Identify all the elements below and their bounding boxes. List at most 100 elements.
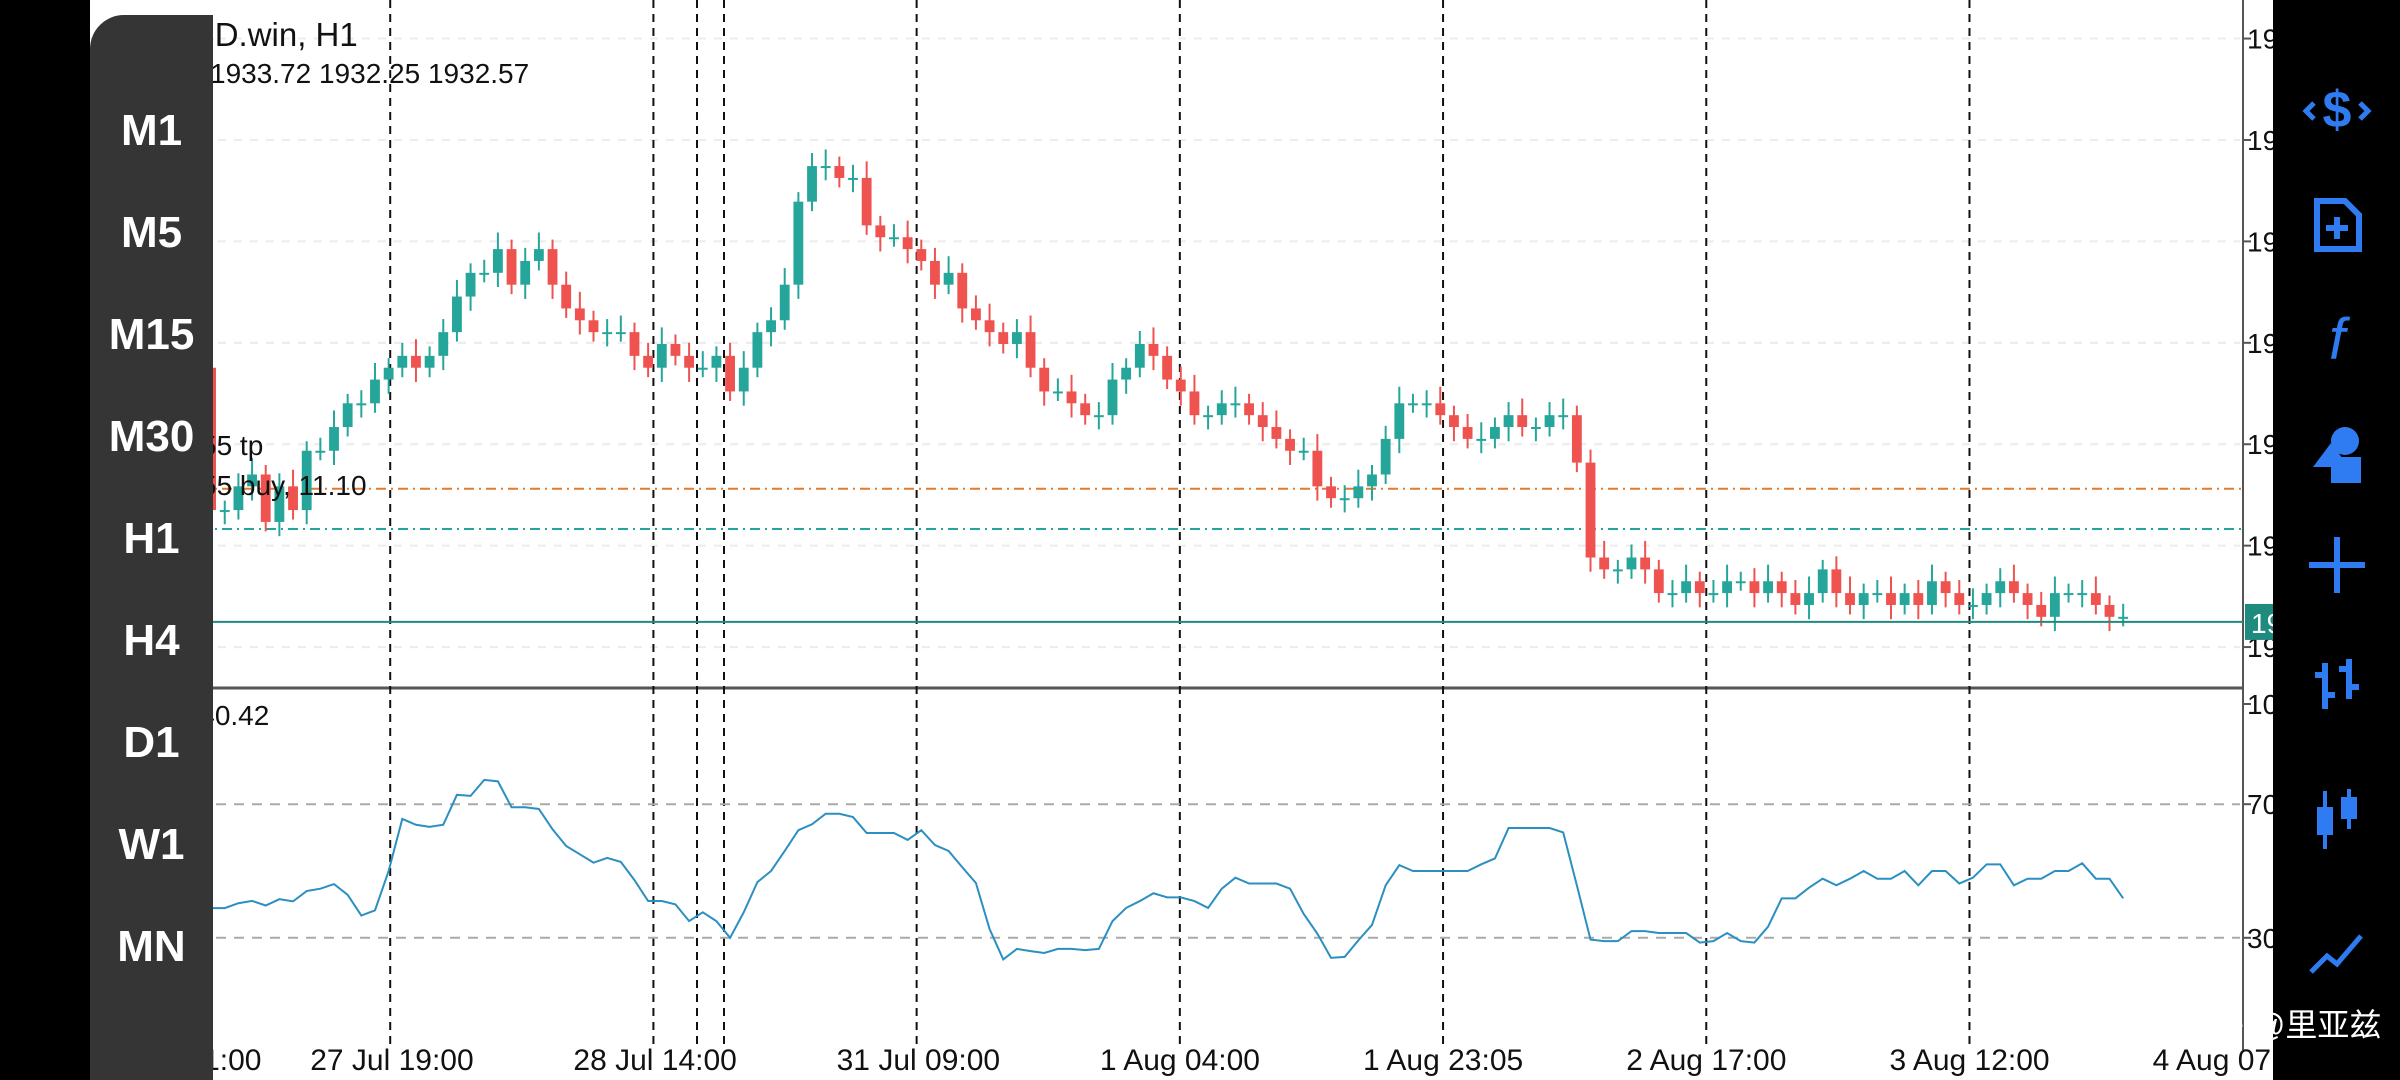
time-axis-label: 1 Aug 04:00 <box>1100 1044 1260 1077</box>
bar-chart-icon[interactable] <box>2273 640 2400 730</box>
time-axis-label: 1 Aug 23:05 <box>1363 1044 1523 1077</box>
candle-body <box>2090 593 2101 605</box>
candle-body <box>1435 403 1446 416</box>
candle-body <box>834 166 845 178</box>
candle-body <box>711 355 722 368</box>
objects-shapes-icon[interactable] <box>2273 410 2400 500</box>
candle-body <box>916 249 927 261</box>
candle-body <box>1353 486 1364 499</box>
candle-body <box>738 367 749 392</box>
rsi-line <box>115 778 2124 973</box>
candle-body <box>452 296 462 333</box>
candle-body <box>1776 581 1787 594</box>
candle-body <box>1312 450 1323 487</box>
candle-body <box>1981 593 1992 605</box>
candle-body <box>1203 415 1214 418</box>
candle-body <box>1134 344 1145 368</box>
candle-body <box>615 332 626 335</box>
candle-body <box>479 272 490 275</box>
candle-body <box>561 284 572 309</box>
chart-area[interactable] <box>90 0 2273 1080</box>
candle-body <box>533 249 544 261</box>
new-order-icon[interactable] <box>2273 180 2400 270</box>
candle-body <box>984 320 995 333</box>
candle-body <box>219 510 230 513</box>
candle-body <box>342 403 353 428</box>
line-chart-icon[interactable] <box>2273 905 2400 995</box>
candle-body <box>1093 415 1104 418</box>
dollar-icon[interactable]: $ <box>2273 65 2400 155</box>
candle-body <box>465 272 476 297</box>
candle-body <box>1189 391 1200 416</box>
time-axis-label: 28 Jul 14:00 <box>573 1044 736 1077</box>
candle-body <box>943 272 954 285</box>
candle-body <box>1066 391 1077 404</box>
candle-body <box>260 474 271 522</box>
candle-body <box>397 355 408 368</box>
candle-body <box>752 332 763 368</box>
candle-body <box>2008 581 2019 594</box>
candle-body <box>848 177 858 180</box>
candle-body <box>1503 415 1514 428</box>
candle-body <box>1667 593 1678 596</box>
candle-body <box>670 344 681 356</box>
candle-body <box>1298 450 1309 453</box>
candle-body <box>588 320 599 333</box>
candle-body <box>1489 427 1500 439</box>
candle-body <box>411 355 421 368</box>
candle-body <box>957 272 968 309</box>
candle-body <box>1626 557 1637 570</box>
candle-body <box>1872 593 1883 596</box>
candle-body <box>1039 367 1050 392</box>
candle-body <box>1052 391 1063 394</box>
candle-body <box>356 403 367 406</box>
timeframe-m15[interactable]: M15 <box>108 310 195 359</box>
candlestick-icon[interactable] <box>2273 775 2400 865</box>
timeframe-w1[interactable]: W1 <box>118 820 185 869</box>
candle-body <box>1899 593 1910 605</box>
candle-body <box>2022 593 2033 605</box>
candle-body <box>1011 332 1022 344</box>
tool-bar: $ f <box>2273 0 2400 1080</box>
candle-body <box>1025 332 1036 368</box>
time-axis-label: 31 Jul 09:00 <box>837 1044 1000 1077</box>
candle-body <box>1954 593 1965 605</box>
candle-body <box>1968 604 1978 607</box>
candle-body <box>2036 604 2047 617</box>
candle-body <box>643 355 654 368</box>
candle-body <box>383 367 394 380</box>
candle-body <box>1995 581 2006 594</box>
timeframe-h1[interactable]: H1 <box>123 514 180 563</box>
candle-body <box>1708 593 1719 596</box>
timeframe-d1[interactable]: D1 <box>123 718 180 767</box>
watermark: 知乎 @里亚兹 <box>2180 1007 2382 1043</box>
candle-body <box>1271 427 1282 439</box>
time-axis-label: 2 Aug 17:00 <box>1626 1044 1786 1077</box>
candle-body <box>1722 581 1733 594</box>
timeframe-panel: M1 M5 M15 M30 H1 H4 D1 W1 MN <box>90 15 213 1080</box>
candle-body <box>684 355 695 368</box>
candle-body <box>725 355 736 392</box>
candle-body <box>1927 581 1937 605</box>
candle-body <box>2049 593 2060 617</box>
candle-body <box>1080 403 1091 416</box>
timeframe-mn[interactable]: MN <box>117 922 186 971</box>
candle-body <box>971 308 981 321</box>
candle-body <box>602 332 613 335</box>
timeframe-m5[interactable]: M5 <box>120 208 183 257</box>
candle-body <box>1858 593 1869 605</box>
timeframe-m1[interactable]: M1 <box>120 106 183 155</box>
candle-body <box>2077 593 2088 596</box>
candle-body <box>1653 569 1664 594</box>
candle-body <box>1244 403 1254 416</box>
candle-body <box>370 379 380 404</box>
candle-body <box>697 367 708 370</box>
candle-body <box>793 201 804 285</box>
crosshair-icon[interactable] <box>2273 520 2400 610</box>
indicator-f-icon[interactable]: f <box>2273 295 2400 385</box>
timeframe-m30[interactable]: M30 <box>108 412 195 461</box>
candle-body <box>1339 498 1350 501</box>
timeframe-h4[interactable]: H4 <box>123 616 180 665</box>
candle-body <box>492 249 503 273</box>
